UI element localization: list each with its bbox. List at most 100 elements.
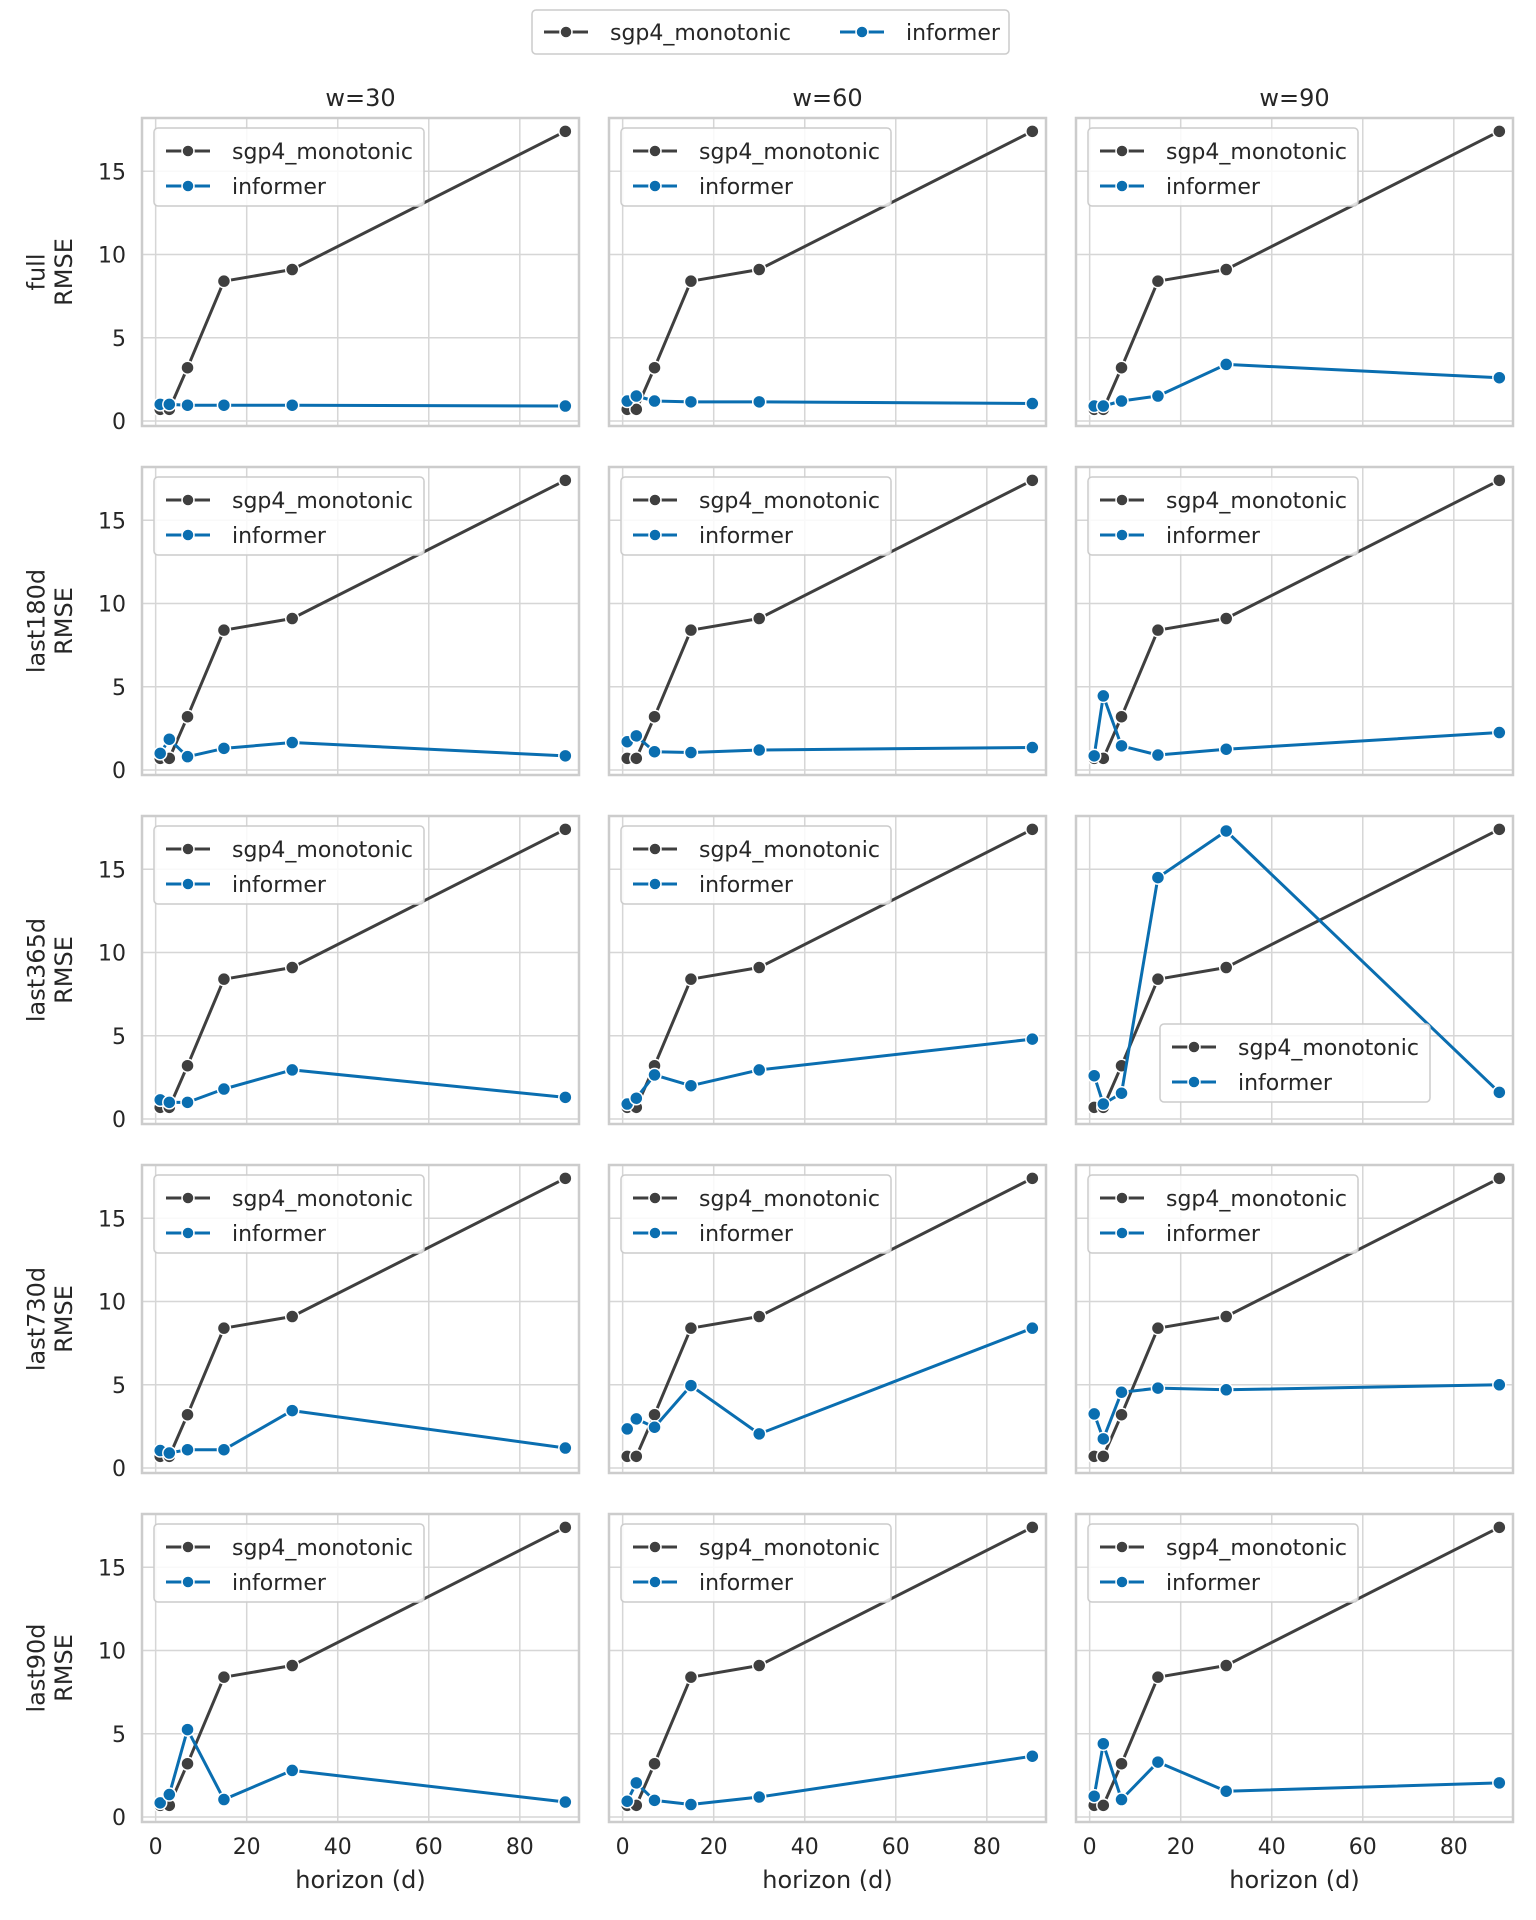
figure-legend-box: [531, 9, 1010, 55]
y-tick-label: 5: [112, 676, 126, 701]
data-point-sgp4_monotonic: [558, 473, 573, 488]
data-point-informer: [751, 394, 767, 410]
panel-legend-label-sgp4_monotonic: sgp4_monotonic: [1166, 1187, 1347, 1212]
y-tick-label: 0: [112, 759, 126, 784]
figure-legend-entry-sgp4_monotonic: sgp4_monotonic: [544, 21, 791, 46]
panel-legend-label-sgp4_monotonic: sgp4_monotonic: [232, 1536, 413, 1561]
panel: sgp4_monotonic informer: [1074, 116, 1515, 428]
data-point-informer: [1025, 396, 1040, 411]
panel-frame: [140, 116, 581, 428]
data-point-sgp4_monotonic: [216, 1320, 232, 1336]
x-tick-label: 0: [149, 1835, 163, 1860]
data-point-informer: [1096, 1431, 1111, 1447]
panel-legend-label-sgp4_monotonic: sgp4_monotonic: [232, 838, 413, 863]
x-tick-label: 20: [1167, 1835, 1195, 1860]
y-tick-label: 15: [98, 858, 126, 883]
panel-legend: sgp4_monotonic informer: [153, 1174, 425, 1254]
x-tick-label: 40: [324, 1835, 352, 1860]
data-point-informer: [284, 1403, 300, 1418]
data-point-sgp4_monotonic: [1025, 822, 1040, 837]
panel-legend-box: [620, 825, 892, 905]
data-point-informer: [683, 745, 699, 760]
data-point-informer: [647, 1419, 662, 1435]
row-label: full: [22, 254, 50, 291]
data-point-informer: [683, 1078, 699, 1093]
data-point-sgp4_monotonic: [216, 622, 232, 638]
data-point-sgp4_monotonic: [1218, 262, 1234, 277]
data-point-sgp4_monotonic: [647, 1756, 662, 1771]
data-point-informer: [558, 1794, 573, 1810]
panel-frame: [140, 465, 581, 777]
data-point-informer: [216, 741, 232, 756]
data-point-informer: [558, 748, 573, 764]
panel-legend-label-sgp4_monotonic: sgp4_monotonic: [699, 489, 880, 514]
panel-frame: [140, 1512, 581, 1824]
panel-legend-label-sgp4_monotonic: sgp4_monotonic: [1238, 1036, 1419, 1061]
data-point-informer: [180, 749, 195, 764]
data-point-sgp4_monotonic: [216, 273, 232, 289]
panel-legend-marker-sgp4_monotonic: [1115, 144, 1129, 158]
panel-legend-box: [1087, 1174, 1359, 1254]
series-line-informer: [1092, 694, 1500, 757]
y-tick-label: 0: [112, 1457, 126, 1482]
data-point-sgp4_monotonic: [180, 1756, 195, 1771]
data-point-informer: [1492, 1377, 1507, 1393]
y-tick-label: 15: [98, 1207, 126, 1232]
data-point-informer: [1218, 823, 1234, 839]
panel-frame: [607, 465, 1048, 777]
data-point-sgp4_monotonic: [683, 1320, 699, 1336]
data-point-informer: [162, 1445, 177, 1461]
data-point-informer: [1114, 1385, 1129, 1400]
data-point-sgp4_monotonic: [1096, 1798, 1111, 1813]
data-point-informer: [1114, 393, 1129, 409]
figure-legend-label-informer: informer: [906, 21, 1001, 46]
data-point-informer: [751, 1062, 767, 1078]
data-point-sgp4_monotonic: [180, 1407, 195, 1422]
panel-legend: sgp4_monotonic informer: [1087, 1174, 1359, 1254]
x-tick-label: 80: [506, 1835, 534, 1860]
y-axis-label: last90dRMSE: [22, 1623, 78, 1712]
data-point-informer: [647, 1793, 662, 1808]
data-point-informer: [1492, 370, 1507, 385]
panel-legend-label-informer: informer: [232, 873, 327, 898]
panel-legend: sgp4_monotonic informer: [620, 1174, 892, 1254]
x-tick-label: 40: [1258, 1835, 1286, 1860]
figure-legend-marker-informer: [855, 25, 869, 39]
panels-grid: w=30 w=60 w=90051015fullRMSEsgp4_monotonic…: [22, 84, 1515, 1894]
data-point-informer: [619, 1421, 635, 1437]
data-point-sgp4_monotonic: [284, 1309, 300, 1324]
data-point-informer: [284, 735, 300, 750]
x-axis-label: horizon (d): [1229, 1866, 1360, 1894]
panel-legend-marker-sgp4_monotonic: [648, 842, 662, 856]
panel: 0 5 10 15 fullRMSE sgp4_monotonic informer: [22, 116, 581, 435]
data-point-sgp4_monotonic: [1150, 971, 1166, 987]
data-point-informer: [1218, 741, 1234, 757]
panel: sgp4_monotonic informer: [1074, 465, 1515, 777]
panel-legend-box: [620, 1523, 892, 1603]
panel-legend-label-sgp4_monotonic: sgp4_monotonic: [699, 1187, 880, 1212]
data-point-informer: [152, 1795, 168, 1811]
data-point-sgp4_monotonic: [1025, 1520, 1040, 1535]
y-tick-label: 5: [112, 1374, 126, 1399]
panel-legend-label-sgp4_monotonic: sgp4_monotonic: [1166, 489, 1347, 514]
panel-legend-label-informer: informer: [1166, 175, 1261, 200]
data-point-informer: [647, 393, 662, 409]
data-point-sgp4_monotonic: [1025, 1171, 1040, 1186]
panel-frame: [140, 1163, 581, 1475]
data-point-informer: [683, 1797, 699, 1812]
panel-legend-box: [620, 476, 892, 556]
data-point-informer: [1492, 1775, 1507, 1791]
panel-legend-label-sgp4_monotonic: sgp4_monotonic: [232, 1187, 413, 1212]
data-point-informer: [619, 1793, 635, 1809]
data-point-sgp4_monotonic: [683, 1669, 699, 1685]
data-point-sgp4_monotonic: [1492, 1171, 1507, 1186]
y-tick-label: 5: [112, 327, 126, 352]
data-point-sgp4_monotonic: [558, 1171, 573, 1186]
data-point-sgp4_monotonic: [1150, 1320, 1166, 1336]
y-tick-label: 10: [98, 1640, 126, 1665]
data-point-sgp4_monotonic: [284, 262, 300, 277]
data-point-informer: [216, 397, 232, 413]
panel-legend-label-sgp4_monotonic: sgp4_monotonic: [1166, 140, 1347, 165]
data-point-sgp4_monotonic: [180, 360, 195, 375]
data-point-informer: [629, 388, 644, 404]
